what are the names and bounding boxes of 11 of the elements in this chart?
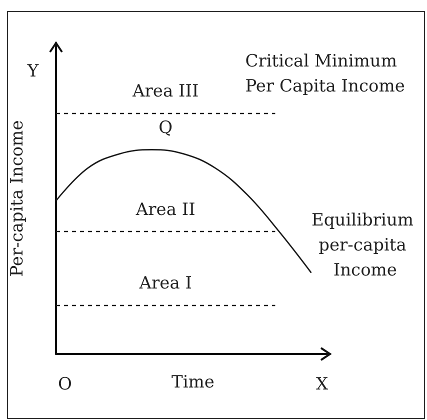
ref-line-label: Equilibrium per-capita Income (311, 210, 419, 280)
annotation: Area II (134, 200, 196, 220)
y-axis-title: Per-capita Income (8, 120, 28, 277)
text: O (58, 374, 72, 394)
annotation: Area I (138, 273, 192, 294)
annotation: Area III (132, 81, 199, 102)
text: X (316, 374, 329, 394)
x-axis-title: Time (172, 372, 214, 392)
text: Y (26, 62, 40, 82)
annotation: Q (158, 118, 173, 138)
ref-line-label: Critical Minimum Per Capita Income (245, 51, 405, 96)
